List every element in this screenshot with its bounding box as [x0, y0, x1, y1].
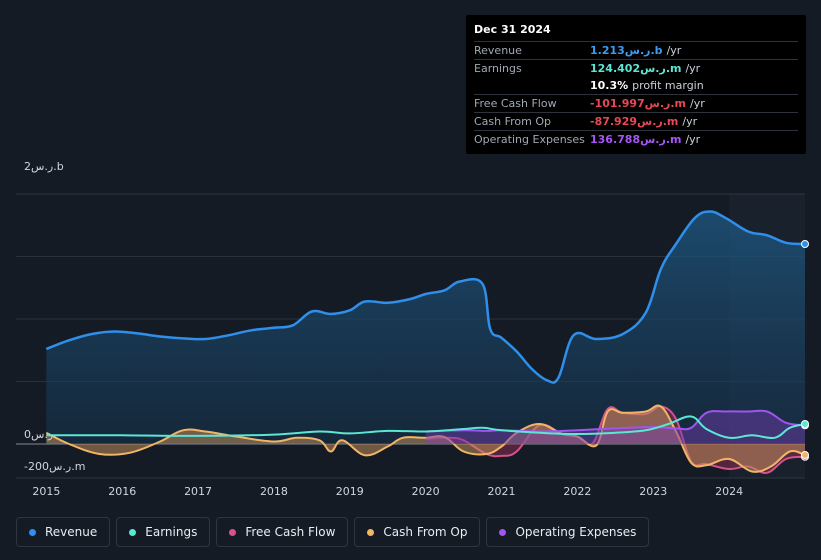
cash-from-op-end-marker [801, 451, 809, 459]
x-tick-label: 2017 [184, 485, 212, 498]
tooltip-row-label: Earnings [474, 62, 522, 75]
cash-from-op-line [45, 404, 806, 473]
tooltip-row-value: 124.402ر.س.m [590, 62, 682, 75]
end-markers [801, 240, 809, 461]
legend-label: Revenue [45, 525, 98, 539]
legend-item-free-cash-flow[interactable]: Free Cash Flow [216, 517, 349, 547]
tooltip-row: Cash From Op -87.929ر.س.m/yr [474, 112, 798, 130]
tooltip-row-label: Operating Expenses [474, 133, 585, 146]
x-tick-label: 2015 [32, 485, 60, 498]
tooltip-row: Operating Expenses 136.788ر.س.m/yr [474, 130, 798, 148]
legend-item-earnings[interactable]: Earnings [116, 517, 211, 547]
x-tick-label: 2019 [336, 485, 364, 498]
tooltip-panel: Dec 31 2024 Revenue 1.213ر.س.b/yr Earnings… [466, 15, 806, 154]
legend-item-cash-from-op[interactable]: Cash From Op [354, 517, 481, 547]
legend-item-operating-expenses[interactable]: Operating Expenses [486, 517, 650, 547]
y-tick-label-zero: 0ر.س. [24, 428, 57, 441]
x-tick-label: 2023 [639, 485, 667, 498]
tooltip-row-label: Free Cash Flow [474, 97, 557, 110]
tooltip-row-unit: /yr [682, 115, 698, 128]
legend-label: Cash From Op [383, 525, 468, 539]
operating-expenses-area [425, 410, 805, 444]
earnings-line [46, 415, 806, 440]
x-tick-label: 2016 [108, 485, 136, 498]
tooltip-row: Revenue 1.213ر.س.b/yr [474, 41, 798, 59]
tooltip-row-unit: /yr [690, 97, 705, 110]
tooltip-row-unit: /yr [685, 62, 701, 75]
operating-expenses-line [425, 409, 806, 433]
tooltip-rows: Revenue 1.213ر.س.b/yr Earnings 124.402ر.س.m… [474, 41, 798, 148]
tooltip-row-value: 1.213ر.س.b [590, 44, 663, 57]
legend-dot-icon [367, 528, 375, 536]
tooltip-row-unit: profit margin [632, 79, 704, 92]
revenue-line [45, 210, 806, 384]
tooltip-row-value: -101.997ر.س.m [590, 97, 687, 110]
series-layer [45, 210, 806, 474]
tooltip-row-unit: /yr [666, 44, 682, 57]
tooltip-row: Free Cash Flow -101.997ر.س.m/yr [474, 94, 798, 112]
tooltip-row-label: Revenue [474, 44, 522, 57]
tooltip-row-value: -87.929ر.س.m [590, 115, 679, 128]
revenue-end-marker [801, 240, 809, 248]
legend-label: Operating Expenses [515, 525, 637, 539]
x-tick-label: 2018 [260, 485, 288, 498]
tooltip-row-unit: /yr [685, 133, 701, 146]
legend-dot-icon [499, 528, 507, 536]
legend-dot-icon [29, 528, 36, 536]
legend-dot-icon [229, 528, 237, 536]
legend-item-revenue[interactable]: Revenue [16, 517, 111, 547]
revenue-area [46, 211, 806, 444]
tooltip-row-value: 10.3% [590, 79, 629, 92]
x-tick-label: 2024 [715, 485, 743, 498]
legend-label: Earnings [145, 525, 198, 539]
tooltip-row: 10.3% profit margin [474, 77, 798, 94]
x-axis: 2015 2016 2017 2018 2019 2020 2021 2022 2023 2024 [32, 485, 743, 498]
x-tick-label: 2022 [563, 485, 591, 498]
free-cash-flow-line [425, 405, 806, 474]
tooltip-row-value: 136.788ر.س.m [590, 133, 682, 146]
x-tick-label: 2020 [412, 485, 440, 498]
chart: 2ر.س.b 0ر.س. -200ر.س.m 2015 2016 2017 2018 2… [16, 160, 809, 498]
legend-dot-icon [129, 528, 137, 536]
y-tick-label-bottom: -200ر.س.m [24, 460, 85, 473]
legend-label: Free Cash Flow [245, 525, 336, 539]
earnings-end-marker [801, 420, 809, 428]
tooltip-date: Dec 31 2024 [474, 23, 551, 36]
tooltip-row: Earnings 124.402ر.س.m/yr [474, 59, 798, 77]
y-tick-label-top: 2ر.س.b [24, 160, 64, 173]
x-tick-label: 2021 [488, 485, 516, 498]
tooltip-row-label: Cash From Op [474, 115, 552, 128]
legend: Revenue Earnings Free Cash Flow Cash From O… [16, 517, 650, 547]
